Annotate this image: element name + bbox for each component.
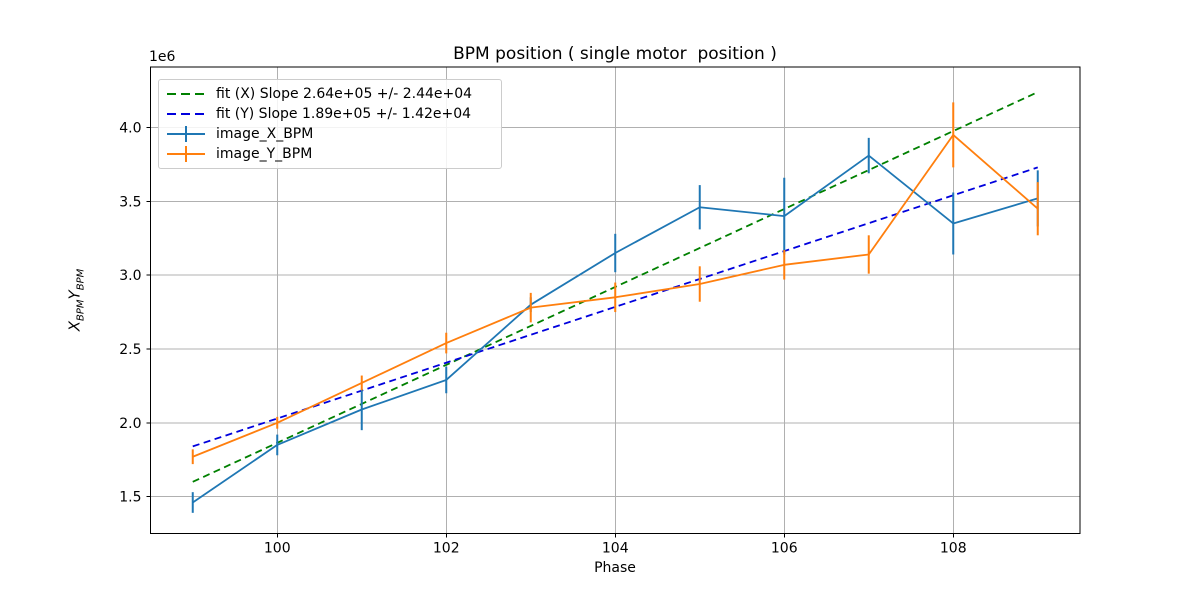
y-tick-label: 4.0 [119,121,141,137]
series-line [192,134,1039,458]
legend-item-image-x-bpm: image_X_BPM [165,124,495,144]
y-axis-label-y-base: Y [65,290,84,300]
y-tick-label: 2.5 [119,342,141,358]
y-tick-label: 2.0 [119,416,141,432]
chart-title: BPM position ( single motor position ) [453,44,777,64]
y-tick-label: 3.0 [119,268,141,284]
y-axis-label-x-base: X [65,320,84,332]
x-tick-label: 104 [602,541,629,557]
legend: fit (X) Slope 2.64e+05 +/- 2.44e+04 fit … [158,79,502,169]
series-line [192,154,1039,504]
y-tick-label: 3.5 [119,194,141,210]
errorbar-icon [167,146,205,162]
y-tick-label: 1.5 [119,490,141,506]
x-tick-label: 102 [433,541,460,557]
x-tick-label: 108 [940,541,967,557]
legend-item-fit-x: fit (X) Slope 2.64e+05 +/- 2.44e+04 [165,84,495,104]
y-axis-label-y-sub: BPM [75,268,87,291]
y-axis-label: XBPMYBPM [66,269,87,332]
legend-item-label: fit (X) Slope 2.64e+05 +/- 2.44e+04 [216,86,473,102]
y-axis-offset-label: 1e6 [149,49,176,65]
legend-item-label: image_Y_BPM [216,146,313,162]
legend-item-label: fit (Y) Slope 1.89e+05 +/- 1.42e+04 [216,106,472,122]
dashed-line-icon [167,113,205,115]
legend-item-label: image_X_BPM [216,126,314,142]
y-axis-label-x-sub: BPM [75,299,87,321]
legend-item-fit-y: fit (Y) Slope 1.89e+05 +/- 1.42e+04 [165,104,495,124]
legend-item-image-y-bpm: image_Y_BPM [165,144,495,164]
x-axis-label: Phase [594,560,636,576]
dashed-line-icon [167,93,205,95]
x-tick-label: 106 [771,541,798,557]
x-tick-label: 100 [264,541,291,557]
errorbar-icon [167,126,205,142]
